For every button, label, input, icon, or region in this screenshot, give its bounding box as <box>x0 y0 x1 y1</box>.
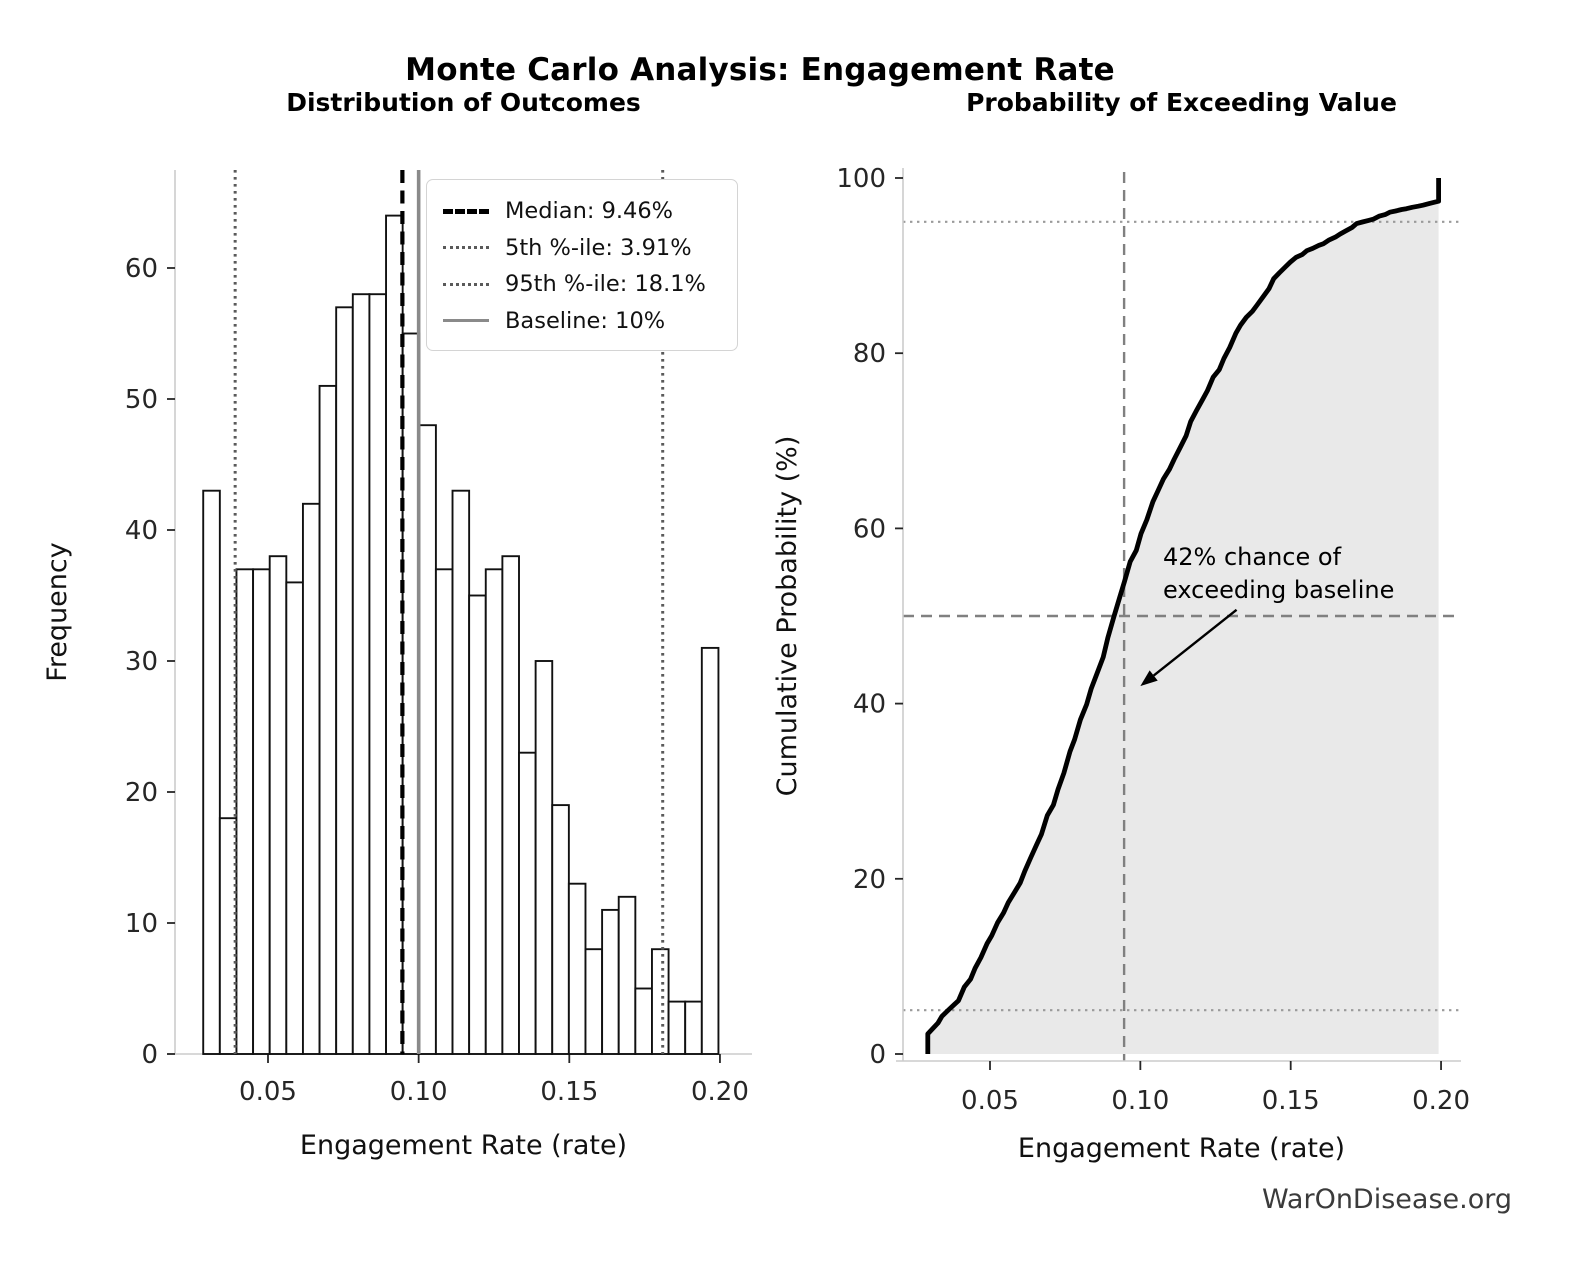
y-tick-label: 50 <box>125 385 158 415</box>
histogram-bar <box>601 908 620 1055</box>
legend-label: 5th %-ile: 3.91% <box>505 234 692 261</box>
y-tick-label: 20 <box>125 778 158 808</box>
x-tick-label: 0.20 <box>691 1077 749 1107</box>
histogram-bar <box>301 502 321 1055</box>
p5-line-sample <box>443 246 489 250</box>
histogram-bar <box>368 293 387 1055</box>
histogram-bar <box>418 424 437 1055</box>
cdf-fill <box>927 201 1439 1054</box>
histogram-bar <box>651 948 670 1055</box>
x-tick-label: 0.15 <box>540 1077 598 1107</box>
histogram-bar <box>268 555 288 1055</box>
annotation-arrow-head <box>1140 670 1158 687</box>
histogram-bar <box>434 568 454 1055</box>
histogram-bar <box>518 751 537 1055</box>
y-tick-label: 0 <box>869 1040 886 1070</box>
cdf-xaxis-label: Engagement Rate (rate) <box>1017 1133 1346 1164</box>
histogram-yaxis-label: Frequency <box>42 542 73 682</box>
histogram-bar <box>401 332 421 1055</box>
y-tick-label: 10 <box>125 909 158 939</box>
legend-label: Baseline: 10% <box>505 307 666 334</box>
histogram-xaxis-label: Engagement Rate (rate) <box>299 1130 628 1161</box>
y-tick-label: 60 <box>853 514 886 544</box>
x-tick-label: 0.05 <box>239 1077 297 1107</box>
cdf-yaxis-label: Cumulative Probability (%) <box>772 435 803 797</box>
annotation-line2: exceeding baseline <box>1163 576 1395 604</box>
p95-line-sample <box>443 282 489 286</box>
annotation-arrow-shaft <box>1152 608 1238 677</box>
legend-label: 95th %-ile: 18.1% <box>505 271 706 298</box>
histogram-bar <box>318 384 338 1055</box>
histogram-bar <box>567 882 587 1055</box>
histogram-bar <box>202 489 221 1055</box>
annotation-line1: 42% chance of <box>1163 543 1342 571</box>
legend-item-median: Median: 9.46% <box>443 193 723 230</box>
x-tick-label: 0.15 <box>1262 1086 1320 1116</box>
baseline-line-sample <box>443 319 489 323</box>
x-tick-label: 0.10 <box>390 1077 448 1107</box>
histogram-bar <box>468 594 487 1055</box>
legend-item-baseline: Baseline: 10% <box>443 303 723 340</box>
histogram-bar <box>484 568 504 1055</box>
histogram-bar <box>551 804 570 1055</box>
histogram-bar <box>501 555 520 1055</box>
histogram-bar <box>534 660 554 1055</box>
cdf-annotation: 42% chance of exceeding baseline <box>1163 541 1394 607</box>
page-title: Monte Carlo Analysis: Engagement Rate <box>405 52 1115 88</box>
y-tick-label: 20 <box>853 865 886 895</box>
histogram-bar <box>667 1000 687 1055</box>
histogram-bar <box>385 214 404 1055</box>
x-tick-label: 0.20 <box>1412 1086 1470 1116</box>
y-tick-label: 60 <box>125 254 158 284</box>
histogram-bar <box>584 948 604 1055</box>
legend-item-p95: 95th %-ile: 18.1% <box>443 266 723 303</box>
histogram-bar <box>700 646 720 1055</box>
cdf-curve <box>925 178 1441 1054</box>
legend-box: Median: 9.46% 5th %-ile: 3.91% 95th %-il… <box>426 179 738 351</box>
y-tick-label: 100 <box>836 164 886 194</box>
histogram-bar <box>285 581 304 1055</box>
histogram-bar <box>235 568 255 1055</box>
y-tick-label: 40 <box>125 516 158 546</box>
cdf-title: Probability of Exceeding Value <box>966 88 1397 117</box>
y-tick-label: 30 <box>125 647 158 677</box>
histogram-bar <box>684 1000 703 1055</box>
y-tick-label: 80 <box>853 339 886 369</box>
y-tick-label: 0 <box>141 1040 158 1070</box>
histogram-bar <box>617 895 637 1055</box>
histogram-title: Distribution of Outcomes <box>286 88 641 117</box>
histogram-bar <box>351 293 371 1055</box>
legend-label: Median: 9.46% <box>505 198 674 225</box>
watermark-text: WarOnDisease.org <box>1261 1184 1512 1215</box>
median-line-sample <box>443 208 489 214</box>
histogram-bar <box>252 568 271 1055</box>
y-tick-label: 40 <box>853 690 886 720</box>
legend-item-p5: 5th %-ile: 3.91% <box>443 230 723 267</box>
x-tick-label: 0.05 <box>961 1086 1019 1116</box>
histogram-bar <box>634 987 653 1055</box>
histogram-bar <box>451 489 471 1055</box>
x-tick-label: 0.10 <box>1111 1086 1169 1116</box>
histogram-bar <box>335 306 354 1055</box>
